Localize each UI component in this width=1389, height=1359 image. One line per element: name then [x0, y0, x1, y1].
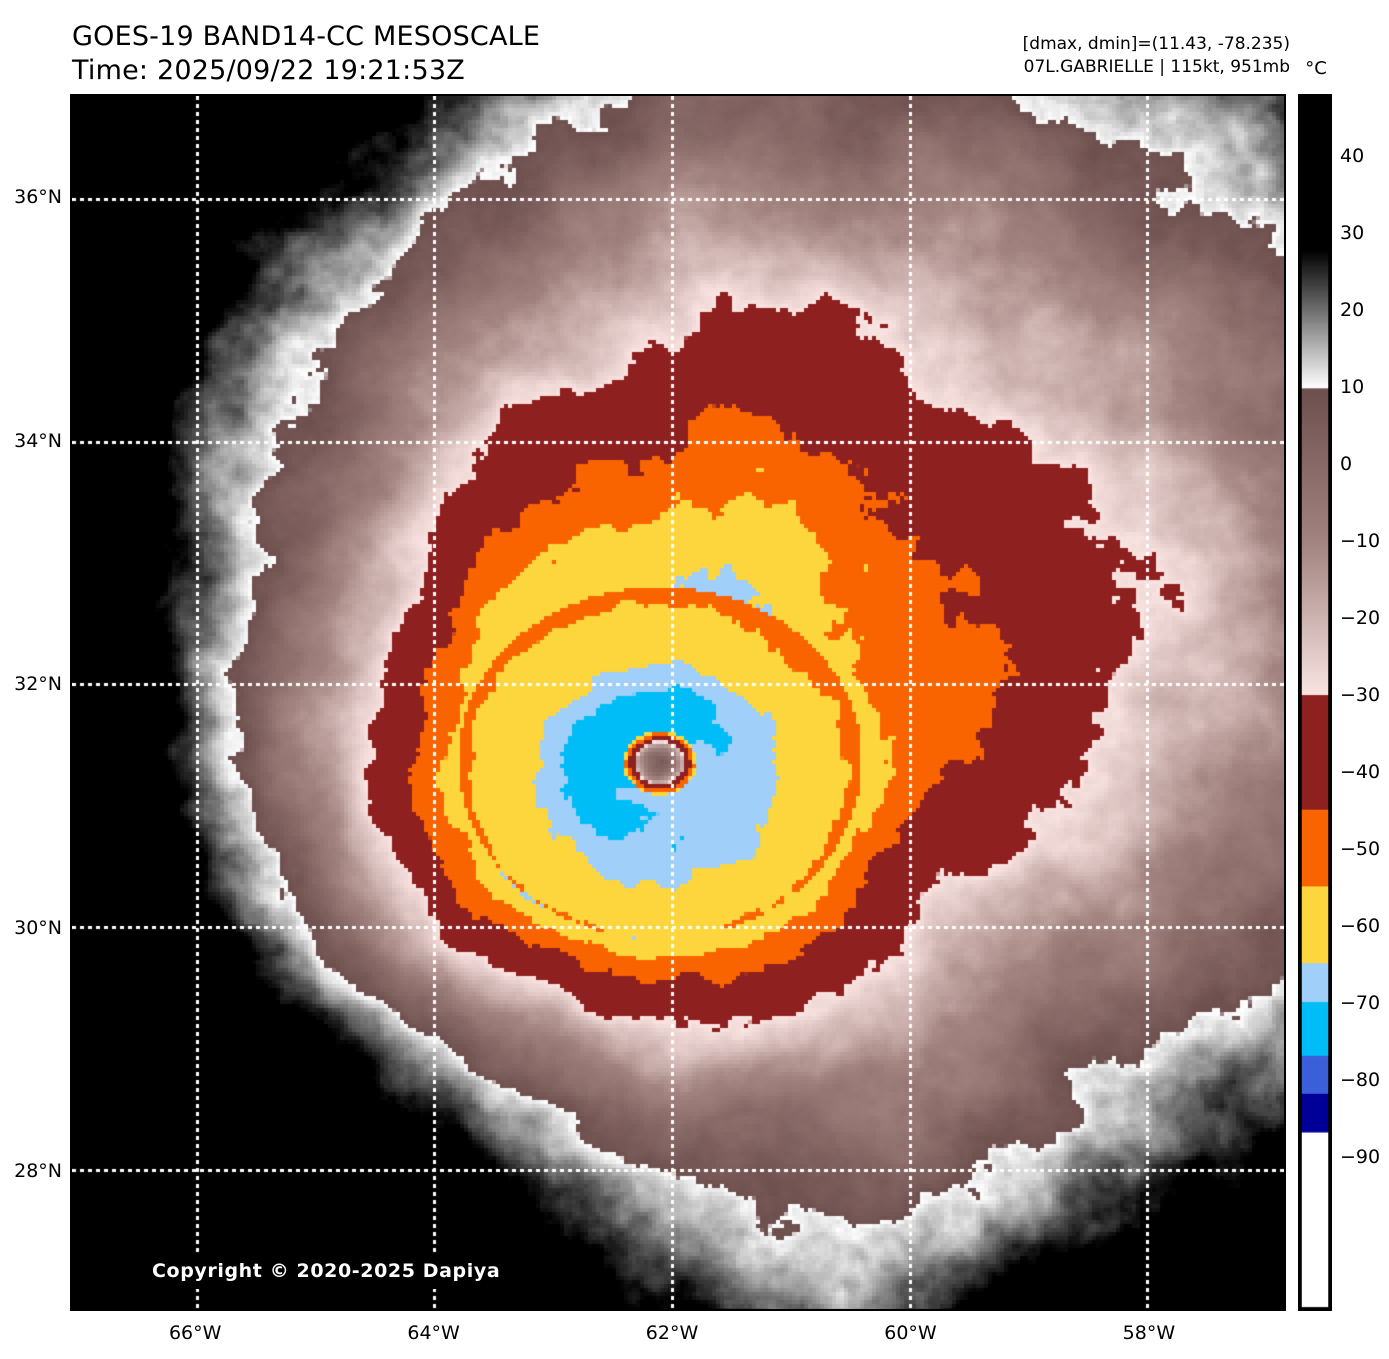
y-axis-tick-label: 30°N: [14, 916, 62, 939]
satellite-map-plot[interactable]: Copyright © 2020-2025 Dapiya: [70, 94, 1286, 1311]
dmax-dmin-label: [dmax, dmin]=(11.43, -78.235): [1022, 34, 1290, 54]
colorbar-tick-label: 30: [1340, 221, 1365, 244]
colorbar-tick-label: −80: [1340, 1068, 1381, 1091]
colorbar-tick-label: −50: [1340, 837, 1381, 860]
colorbar-tick-label: 10: [1340, 375, 1365, 398]
colorbar-tick-label: −40: [1340, 760, 1381, 783]
timestamp-label: Time: 2025/09/22 19:21:53Z: [72, 55, 465, 86]
colorbar-tick-label: 40: [1340, 144, 1365, 167]
x-axis-tick-label: 60°W: [884, 1322, 937, 1344]
colorbar-tick-label: −70: [1340, 991, 1381, 1014]
colorbar-tick-label: 20: [1340, 298, 1365, 321]
colorbar-tick-label: 0: [1340, 452, 1353, 475]
y-axis-tick-label: 28°N: [14, 1160, 62, 1183]
x-axis-tick-label: 66°W: [168, 1322, 222, 1344]
colorbar-unit-label: °C: [1305, 58, 1327, 79]
metadata-block: [dmax, dmin]=(11.43, -78.235) 07L.GABRIE…: [1023, 33, 1290, 79]
y-axis-tick-label: 36°N: [14, 186, 62, 209]
colorbar-tick-label: −90: [1340, 1145, 1381, 1168]
storm-info-label: 07L.GABRIELLE | 115kt, 951mb: [1023, 57, 1290, 77]
colorbar-tick-label: −20: [1340, 606, 1381, 629]
x-axis-tick-label: 62°W: [645, 1322, 699, 1344]
colorbar-tick-label: −60: [1340, 914, 1381, 937]
colorbar-tick-label: −30: [1340, 683, 1381, 706]
colorbar-gradient: [1298, 94, 1332, 1311]
y-axis-tick-label: 34°N: [14, 429, 62, 452]
colorbar-tick-label: −10: [1340, 529, 1381, 552]
colorbar: [1298, 94, 1332, 1311]
lat-lon-gridlines: [72, 96, 1284, 1309]
x-axis-tick-label: 64°W: [407, 1322, 460, 1344]
y-axis-tick-label: 32°N: [14, 673, 62, 696]
x-axis-tick-label: 58°W: [1122, 1322, 1176, 1344]
copyright-banner: Copyright © 2020-2025 Dapiya: [140, 1254, 513, 1289]
page-title: GOES-19 BAND14-CC MESOSCALE: [72, 21, 541, 52]
title-block: GOES-19 BAND14-CC MESOSCALE Time: 2025/0…: [72, 20, 540, 88]
